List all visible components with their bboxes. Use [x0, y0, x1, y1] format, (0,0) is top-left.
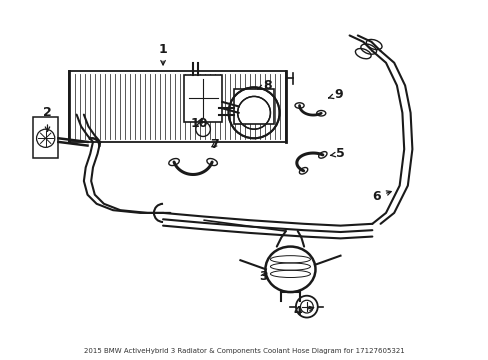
Text: 7: 7: [210, 138, 219, 151]
Text: 2015 BMW ActiveHybrid 3 Radiator & Components Coolant Hose Diagram for 171276053: 2015 BMW ActiveHybrid 3 Radiator & Compo…: [83, 348, 404, 354]
Text: 5: 5: [330, 147, 344, 160]
Text: 9: 9: [328, 88, 342, 101]
Text: 4: 4: [293, 305, 313, 318]
Bar: [69, 71, 285, 142]
Text: 3: 3: [258, 270, 267, 283]
Text: 10: 10: [190, 117, 208, 130]
Text: 8: 8: [257, 79, 271, 92]
Text: 1: 1: [158, 42, 167, 65]
Text: 2: 2: [43, 106, 52, 131]
Bar: [33, 117, 58, 158]
Bar: [183, 75, 222, 122]
Bar: [234, 89, 273, 124]
Text: 6: 6: [372, 190, 390, 203]
